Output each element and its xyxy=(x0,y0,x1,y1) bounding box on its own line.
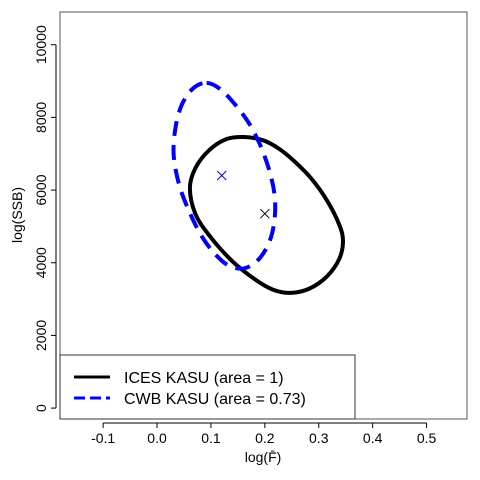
center-marker-ices xyxy=(259,208,270,219)
series-layer xyxy=(171,80,345,295)
y-tick-label: 4000 xyxy=(33,247,49,278)
x-tick-label: 0.1 xyxy=(201,430,221,446)
y-tick-label: 2000 xyxy=(33,320,49,351)
ellipse-cwb xyxy=(171,80,278,271)
ellipse-ices xyxy=(187,134,345,295)
y-axis: 0 2000 4000 6000 8000 10000 xyxy=(33,25,57,412)
x-axis-label: log(F̄) xyxy=(245,449,282,465)
legend-label-cwb: CWB KASU (area = 0.73) xyxy=(124,391,306,408)
center-marker-cwb xyxy=(216,170,227,181)
y-tick-label: 0 xyxy=(33,404,49,412)
legend: ICES KASU (area = 1) CWB KASU (area = 0.… xyxy=(59,354,356,420)
x-axis: -0.1 0.0 0.1 0.2 0.3 0.4 0.5 xyxy=(91,422,437,446)
y-tick-label: 8000 xyxy=(33,102,49,133)
y-tick-label: 6000 xyxy=(33,174,49,205)
x-tick-label: 0.0 xyxy=(147,430,167,446)
x-tick-label: 0.2 xyxy=(255,430,275,446)
y-tick-label: 10000 xyxy=(33,25,49,64)
x-tick-label: 0.4 xyxy=(363,430,383,446)
legend-label-ices: ICES KASU (area = 1) xyxy=(124,370,284,387)
legend-box xyxy=(59,354,356,420)
x-tick-label: 0.5 xyxy=(417,430,437,446)
x-tick-label: 0.3 xyxy=(309,430,329,446)
x-tick-label: -0.1 xyxy=(91,430,115,446)
y-axis-label: log(SSB) xyxy=(9,187,25,243)
